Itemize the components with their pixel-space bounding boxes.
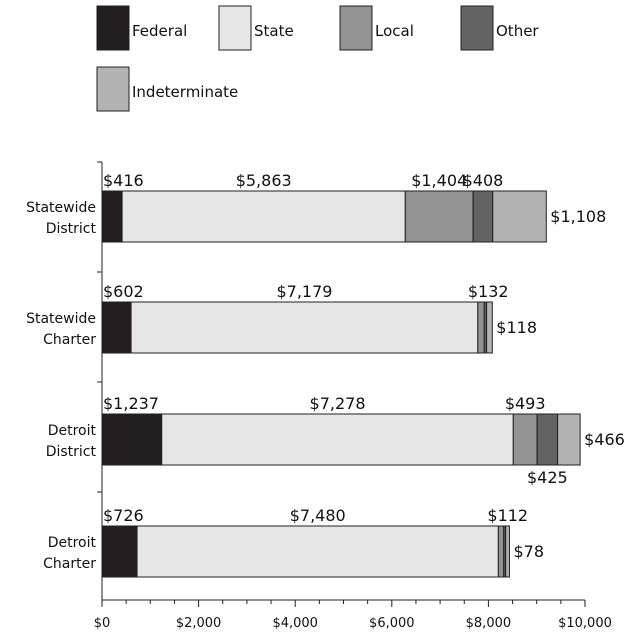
bar-segment-federal [101,413,163,466]
value-label-local: $132 [468,282,509,301]
category-label: Statewide [26,311,96,327]
bar-segment-federal [101,190,123,243]
category-label: District [46,221,97,237]
value-label-indeterminate: $118 [496,318,537,337]
value-label-local: $493 [505,394,546,413]
category-label: Statewide [26,200,96,216]
value-label-state: $7,480 [290,506,346,525]
legend-swatch-local [339,5,373,51]
bar-segment-indeterminate [486,301,493,354]
category-label: Detroit [48,535,97,551]
value-label-state: $7,278 [310,394,366,413]
bar-segment-state [130,301,479,354]
legend-label-federal: Federal [132,22,187,40]
legend-label-other: Other [496,22,539,40]
bar-segment-indeterminate [557,413,581,466]
value-label-state: $7,179 [276,282,332,301]
value-label-indeterminate: $1,108 [550,207,606,226]
legend-label-state: State [254,22,294,40]
category-label: Charter [43,556,96,572]
value-label-other: $425 [527,468,568,487]
bar-segment-federal [101,525,138,578]
bar-segment-state [121,190,406,243]
bar-segment-federal [101,301,132,354]
legend-swatch-indeterminate [96,66,130,112]
bar-segment-state [161,413,514,466]
bar-segment-indeterminate [505,525,510,578]
x-tick-label: $10,000 [558,616,612,631]
value-label-other: $408 [463,171,504,190]
value-label-federal: $1,237 [103,394,159,413]
bar-segment-other [536,413,559,466]
x-tick-label: $6,000 [369,616,415,631]
legend-swatch-federal [96,5,130,51]
legend-swatch-other [460,5,494,51]
bar-segment-local [497,525,505,578]
value-label-federal: $416 [103,171,144,190]
x-tick-label: $2,000 [176,616,222,631]
category-label: Charter [43,332,96,348]
bar-segment-indeterminate [492,190,547,243]
value-label-local: $1,404 [411,171,467,190]
bar-group-statewide-charter: Statewide Charter $602 $7,179 $132 $118 [26,282,537,354]
bar-segment-state [136,525,499,578]
bar-segment-local [404,190,474,243]
x-tick-label: $8,000 [466,616,512,631]
legend-swatch-state [218,5,252,51]
legend: Federal State Local Other Indeterminate [96,5,539,112]
x-tick-label: $0 [94,616,111,631]
category-label: District [46,444,97,460]
category-label: Detroit [48,423,97,439]
bar-segment-local [512,413,538,466]
bar-segment-other [472,190,494,243]
bar-segment-local [477,301,485,354]
value-label-indeterminate: $466 [584,430,625,449]
bar-group-detroit-charter: Detroit Charter $726 $7,480 $112 $78 [43,506,544,578]
value-label-indeterminate: $78 [513,542,544,561]
value-label-state: $5,863 [236,171,292,190]
value-label-local: $112 [487,506,528,525]
plot-area: $0 $2,000 $4,000 $6,000 $8,000 $10,000 Statewi… [26,161,625,631]
value-label-federal: $602 [103,282,144,301]
legend-label-indeterminate: Indeterminate [132,83,238,101]
bar-group-detroit-district: Detroit District $1,237 $7,278 $493 $425 $466 [46,394,625,487]
bar-group-statewide-district: Statewide District $416 $5,863 $1,404$408 $1,… [26,171,606,243]
value-label-federal: $726 [103,506,144,525]
legend-label-local: Local [375,22,414,40]
x-tick-label: $4,000 [272,616,318,631]
